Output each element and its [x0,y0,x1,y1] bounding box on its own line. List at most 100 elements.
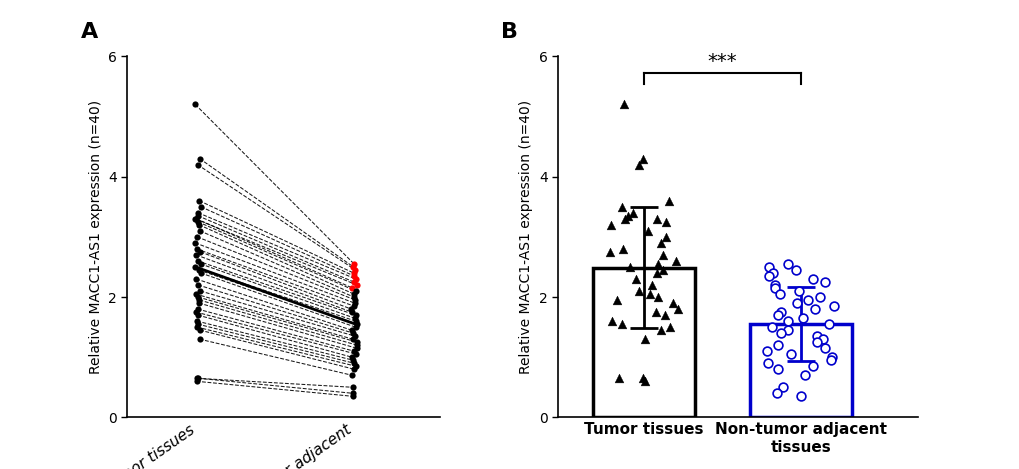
Point [806,305,822,313]
Point [631,287,647,295]
Point [344,335,361,343]
Bar [749,324,851,417]
Point [766,284,783,292]
Point [628,275,644,283]
Point [609,375,626,382]
Point [808,333,824,340]
Point [608,296,625,304]
Point [816,344,833,352]
Point [652,326,668,334]
Point [187,275,204,283]
Point [345,278,362,286]
Point [348,281,365,289]
Point [190,293,206,301]
Point [779,326,795,334]
Point [774,384,791,391]
Point [759,360,775,367]
Point [823,354,840,361]
Point [764,269,781,277]
Point [820,320,837,328]
Point [657,218,674,226]
Point [190,375,206,382]
Point [655,311,672,319]
Point [768,390,785,397]
Point [615,101,632,108]
Point [345,348,362,355]
Point [190,320,206,328]
Point [601,248,618,256]
Point [640,227,656,234]
Point [347,324,364,331]
Point [346,314,363,322]
Point [811,293,827,301]
Text: B: B [500,22,517,42]
Point [344,390,361,397]
Point [187,290,204,298]
Point [660,197,677,204]
Point [346,299,363,307]
Point [620,212,636,219]
Point [191,299,207,307]
Point [187,308,204,316]
Point [348,350,365,358]
Point [763,324,780,331]
Point [190,281,206,289]
Point [795,314,811,322]
Point [822,356,839,364]
Point [634,155,650,162]
Point [343,284,360,292]
Point [193,203,209,211]
Point [348,344,365,352]
Point [648,215,664,223]
Point [343,354,360,361]
Text: A: A [81,22,98,42]
Point [760,272,776,280]
Point [346,333,363,340]
Point [190,161,206,168]
Point [346,266,363,274]
Point [186,215,203,223]
Point [193,287,209,295]
Point [345,365,362,373]
Point [630,161,646,168]
Point [612,203,629,211]
Point [345,272,362,280]
Point [347,287,364,295]
Point [186,239,203,247]
Point [779,318,795,325]
Point [190,212,206,219]
Point [602,221,619,228]
Point [635,375,651,382]
Point [641,290,657,298]
Point [648,269,664,277]
Point [648,308,664,316]
Point [189,245,205,253]
Point [189,215,205,223]
Point [769,311,786,319]
Point [189,375,205,382]
Point [652,239,668,247]
Point [779,260,795,268]
Point [189,318,205,325]
Point [193,248,209,256]
Point [187,251,204,259]
Point [191,221,207,228]
Point [189,324,205,331]
Point [190,209,206,217]
Point [343,326,360,334]
Point [343,371,360,379]
Point [192,227,208,234]
Bar [593,268,694,417]
Point [190,218,206,226]
Point [769,341,786,349]
Point [345,303,362,310]
Point [664,299,681,307]
Point [346,296,363,304]
Y-axis label: Relative MACC1-AS1 expression (n=40): Relative MACC1-AS1 expression (n=40) [89,100,103,374]
Point [788,266,804,274]
Point [636,335,652,343]
Point [186,101,203,108]
Point [814,335,830,343]
Point [808,339,824,346]
Point [343,308,360,316]
